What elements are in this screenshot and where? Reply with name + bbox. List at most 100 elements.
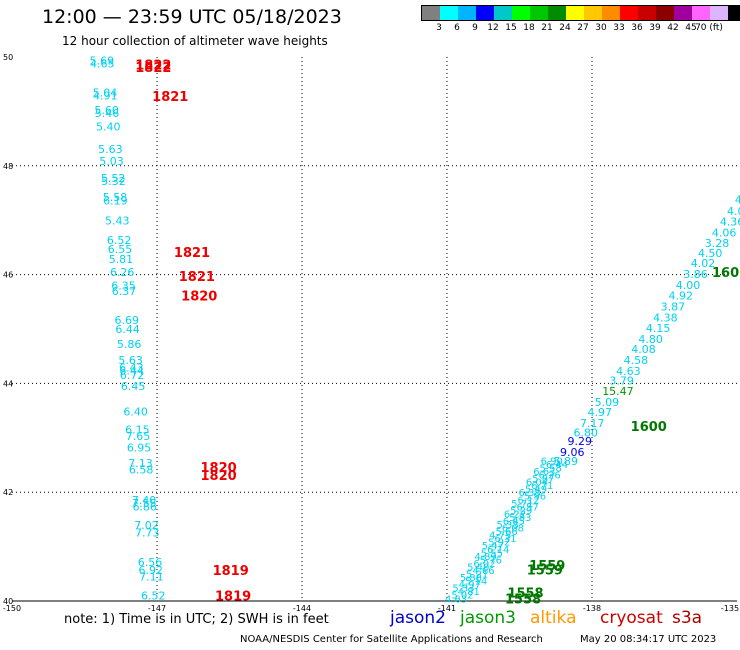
legend-label: 6 <box>454 23 460 33</box>
swh-value: 4.91 <box>93 90 118 103</box>
swh-value: 5.38 <box>496 520 518 531</box>
swh-value: 6.92 <box>139 564 164 577</box>
legend-label: 39 <box>649 23 661 33</box>
swh-value: 6.90 <box>541 456 563 467</box>
legend-label: 70 (ft) <box>695 23 723 33</box>
pass-time-label: 1559 <box>529 559 565 574</box>
legend-swatch <box>728 6 740 20</box>
swh-value: 5.66 <box>495 527 517 538</box>
legend-swatch <box>656 6 674 20</box>
swh-value: 6.55 <box>108 243 133 256</box>
swh-value: 6.63 <box>533 467 555 478</box>
swh-value: 5.87 <box>532 474 554 485</box>
swh-value: 4.08 <box>631 343 656 356</box>
legend-swatch <box>530 6 548 20</box>
swh-value: 4.97 <box>587 406 612 419</box>
legend-label: 21 <box>541 23 553 33</box>
swh-value: 5.32 <box>101 175 126 188</box>
legend-swatch <box>458 6 476 20</box>
latitude-label: 40 <box>3 597 13 606</box>
page-title: 12:00 — 23:59 UTC 05/18/2023 <box>42 6 342 28</box>
swh-value: 6.52 <box>141 590 166 603</box>
swh-value: 6.95 <box>127 442 151 455</box>
longitude-label: -135 <box>721 604 739 613</box>
swh-value: 5.14 <box>465 577 487 588</box>
legend-label: 30 <box>595 23 607 33</box>
swh-value: 5.71 <box>511 499 533 510</box>
swh-value: 5.04 <box>93 86 118 99</box>
satellite-s3a: s3a <box>672 608 703 628</box>
swh-value: 6.37 <box>112 285 136 298</box>
swh-value: 5.83 <box>509 513 531 524</box>
satellite-jason2: jason2 <box>390 608 446 628</box>
swh-value: 6.69 <box>115 314 139 327</box>
legend-label: 42 <box>667 23 679 33</box>
legend-swatch <box>692 6 710 20</box>
swh-value: 5.58 <box>540 463 562 474</box>
pass-time-label: 1819 <box>215 590 251 605</box>
swh-value: 5.09 <box>595 396 620 409</box>
swh-value: 4.66 <box>472 566 494 577</box>
swh-value: 6.15 <box>125 424 150 437</box>
swh-value: 6.45 <box>503 516 525 527</box>
swh-value: 7.02 <box>134 519 159 532</box>
swh-value: 6.57 <box>516 502 538 513</box>
swh-value: 5.03 <box>99 155 124 168</box>
swh-value: 4.36 <box>720 215 740 228</box>
longitude-label: -138 <box>583 604 601 613</box>
pass-time-label: 1822 <box>135 61 171 76</box>
swh-value: 3.28 <box>705 237 730 250</box>
pass-time-label: 1822 <box>135 59 171 74</box>
swh-value: 6.44 <box>546 460 568 471</box>
swh-value: 4.03 <box>727 205 740 218</box>
swh-value: 6.44 <box>119 364 144 377</box>
swh-value: 5.81 <box>109 253 133 266</box>
swh-value: 6.45 <box>121 380 146 393</box>
swh-value: 3.79 <box>609 375 634 388</box>
legend-label: 36 <box>631 23 643 33</box>
swh-value: 5.58 <box>103 191 128 204</box>
swh-value: 4.65 <box>90 58 115 71</box>
swh-value: 5.92 <box>488 538 510 549</box>
pass-time-label: 1821 <box>152 90 188 105</box>
swh-value: 5.60 <box>94 104 119 117</box>
swh-value: 5.43 <box>105 215 130 228</box>
swh-value: 5.89 <box>554 455 579 468</box>
legend-swatch <box>638 6 656 20</box>
swh-value: 4.81 <box>458 587 480 598</box>
swh-value: 6.80 <box>574 426 599 439</box>
legend-label: 45 <box>685 23 697 33</box>
swh-value: 3.86 <box>683 268 708 281</box>
credit-line: NOAA/NESDIS Center for Satellite Applica… <box>240 634 543 645</box>
pass-time-label: 1559 <box>527 563 563 578</box>
legend-label: 27 <box>577 23 589 33</box>
swh-value: 5.55 <box>481 548 503 559</box>
swh-value: 5.96 <box>524 492 546 503</box>
swh-value: 6.08 <box>502 524 524 535</box>
swh-value: 6.58 <box>129 463 154 476</box>
swh-value: 6.26 <box>539 471 561 482</box>
pass-time-label: 1558 <box>505 592 541 607</box>
swh-value: 7.13 <box>128 457 153 470</box>
swh-value: 7.65 <box>126 430 151 443</box>
swh-value: 4.80 <box>638 333 663 346</box>
swh-value: 5.76 <box>480 555 502 566</box>
legend-swatch <box>602 6 620 20</box>
swh-value: 6.14 <box>487 545 509 556</box>
generated-timestamp: May 20 08:34:17 UTC 2023 <box>580 634 717 645</box>
longitude-label: -147 <box>148 604 166 613</box>
swh-value: 5.63 <box>98 143 123 156</box>
pass-time-label: 1819 <box>213 564 249 579</box>
swh-value: 6.19 <box>103 195 128 208</box>
swh-value: 4.97 <box>459 580 481 591</box>
swh-value: 6.40 <box>123 406 148 419</box>
swh-value: 4.89 <box>474 552 496 563</box>
satellite-jason3: jason3 <box>460 608 516 628</box>
swh-value: 4.63 <box>445 594 467 605</box>
swh-value: 5.52 <box>101 172 126 185</box>
swh-value: 6.38 <box>519 488 541 499</box>
swh-value: 5.86 <box>117 338 141 351</box>
swh-value: 5.88 <box>460 573 482 584</box>
swh-value: 9.29 <box>568 435 593 448</box>
